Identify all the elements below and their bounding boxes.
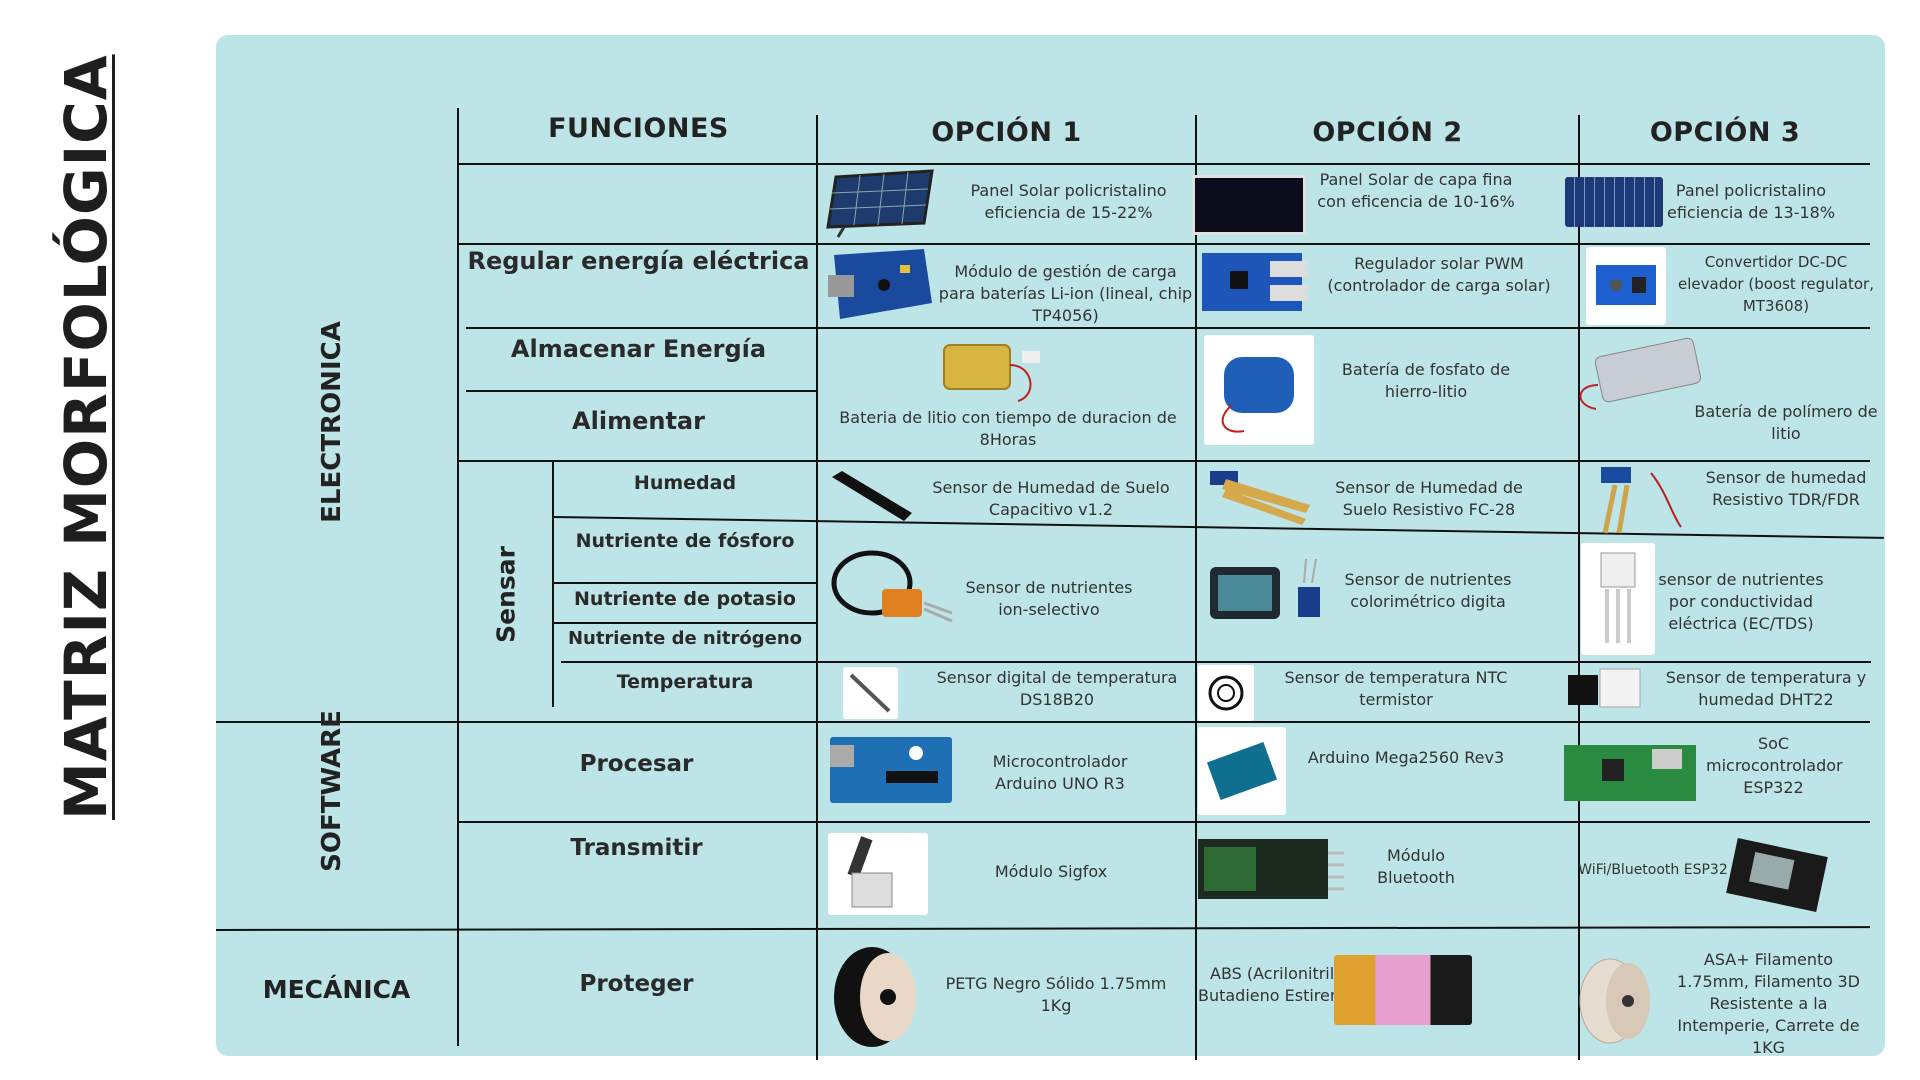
divider	[552, 460, 554, 707]
solar-panel-image	[824, 167, 944, 239]
option-text: Bateria de litio con tiempo de duracion …	[839, 408, 1177, 449]
abs-material-image	[1334, 955, 1472, 1025]
function-feed: Alimentar	[572, 407, 705, 435]
header-functions: FUNCIONES	[548, 113, 729, 144]
divider	[457, 108, 459, 1046]
pwm-regulator-image	[1200, 247, 1312, 315]
option-text: Panel Solar de capa fina con eficencia d…	[1317, 170, 1515, 211]
option-text: Convertidor DC-DC elevador (boost regula…	[1678, 253, 1874, 315]
option-text: Microcontrolador Arduino UNO R3	[992, 752, 1128, 793]
option-text: Sensor de nutrientes ion-selectivo	[965, 578, 1133, 619]
divider	[816, 115, 818, 1060]
lipo-battery-image	[1568, 335, 1710, 413]
option-text: Batería de polímero de litio	[1694, 402, 1878, 443]
thin-film-panel-image	[1192, 175, 1306, 235]
function-process: Procesar	[579, 751, 694, 777]
category-electronics: ELECTRONICA	[317, 321, 347, 523]
function-sense: Sensar	[491, 546, 521, 643]
header-option-3: OPCIÓN 3	[1649, 117, 1801, 148]
option-text: Panel policristalino eficiencia de 13-18…	[1666, 181, 1836, 222]
polycrystalline-panel-image	[1565, 177, 1663, 227]
divider	[466, 327, 1870, 329]
category-mechanics: MECÁNICA	[262, 975, 411, 1004]
divider	[459, 460, 1870, 462]
divider	[457, 243, 1870, 245]
function-potassium: Nutriente de potasio	[574, 588, 796, 610]
option-text: Módulo de gestión de carga para baterías…	[938, 262, 1193, 325]
function-phosphorus: Nutriente de fósforo	[575, 530, 795, 552]
header-option-1: OPCIÓN 1	[931, 117, 1082, 148]
capacitive-sensor-image	[828, 467, 916, 525]
option-text: Sensor de Humedad de Suelo Capacitivo v1…	[932, 478, 1170, 519]
function-transmit: Transmitir	[570, 835, 703, 861]
option-text: Sensor de Humedad de Suelo Resistivo FC-…	[1335, 478, 1523, 519]
divider	[457, 821, 1870, 823]
option-text: Módulo Bluetooth	[1377, 846, 1455, 887]
function-protect: Proteger	[579, 971, 694, 997]
esp32-soc-image	[1562, 741, 1698, 803]
option-text: PETG Negro Sólido 1.75mm 1Kg	[945, 974, 1167, 1015]
charge-module-image	[824, 247, 936, 321]
option-text: WiFi/Bluetooth ESP32	[1578, 862, 1728, 878]
option-text: Sensor digital de temperatura DS18B20	[936, 668, 1178, 709]
lithium-battery-image	[938, 335, 1048, 407]
divider	[215, 926, 1870, 931]
option-text: Módulo Sigfox	[994, 862, 1108, 881]
ntc-thermistor-image	[1198, 665, 1254, 721]
divider	[561, 661, 1871, 663]
option-text: Arduino Mega2560 Rev3	[1307, 748, 1505, 767]
divider	[457, 163, 1870, 165]
sigfox-module-image	[828, 833, 928, 915]
divider	[216, 721, 1870, 723]
option-text: SoC microcontrolador ESP322	[1706, 734, 1843, 797]
option-text: Sensor de nutrientes colorimétrico digit…	[1344, 570, 1512, 611]
function-nitrogen: Nutriente de nitrógeno	[567, 628, 803, 649]
option-text: Sensor de temperatura y humedad DHT22	[1665, 668, 1867, 709]
option-text: Batería de fosfato de hierro-litio	[1341, 360, 1511, 401]
tdr-sensor-image	[1581, 463, 1693, 535]
function-humidity: Humedad	[633, 472, 737, 494]
page-title: MATRIZ MORFOLÓGICA	[52, 54, 120, 820]
category-software: SOFTWARE	[317, 710, 347, 872]
option-text: sensor de nutrientes por conductividad e…	[1658, 570, 1824, 633]
esp32-module-image	[1721, 833, 1833, 917]
ion-selective-sensor-image	[828, 543, 956, 641]
bluetooth-module-image	[1194, 835, 1346, 913]
ds18b20-image	[843, 667, 898, 719]
divider	[554, 582, 816, 584]
divider	[1195, 115, 1197, 1060]
divider	[466, 390, 816, 392]
header-option-2: OPCIÓN 2	[1312, 117, 1463, 148]
resistive-sensor-image	[1206, 465, 1314, 527]
function-regulate: Regular energía eléctrica	[467, 247, 810, 275]
dht22-image	[1564, 663, 1646, 717]
divider	[554, 622, 816, 624]
asa-filament-image	[1576, 955, 1660, 1047]
option-text: Regulador solar PWM (controlador de carg…	[1327, 254, 1551, 295]
option-text: ABS (Acrilonitrilo Butadieno Estireno)	[1197, 964, 1357, 1005]
morphological-matrix: FUNCIONES OPCIÓN 1 OPCIÓN 2 OPCIÓN 3 ELE…	[215, 35, 1885, 1060]
arduino-uno-image	[826, 731, 956, 807]
petg-filament-image	[828, 943, 926, 1051]
option-text: Sensor de humedad Resistivo TDR/FDR	[1705, 468, 1867, 509]
option-text: Panel Solar policristalino eficiencia de…	[970, 181, 1167, 222]
divider	[1578, 115, 1580, 1060]
colorimetric-sensor-image	[1206, 553, 1341, 639]
lifepo4-battery-image	[1204, 335, 1314, 445]
ec-sensor-image	[1581, 543, 1655, 655]
arduino-mega-image	[1198, 727, 1286, 815]
option-text: ASA+ Filamento 1.75mm, Filamento 3D Resi…	[1677, 950, 1860, 1057]
function-temperature: Temperatura	[616, 671, 754, 693]
boost-regulator-image	[1586, 247, 1666, 325]
function-store: Almacenar Energía	[510, 335, 767, 363]
option-text: Sensor de temperatura NTC termistor	[1284, 668, 1508, 709]
